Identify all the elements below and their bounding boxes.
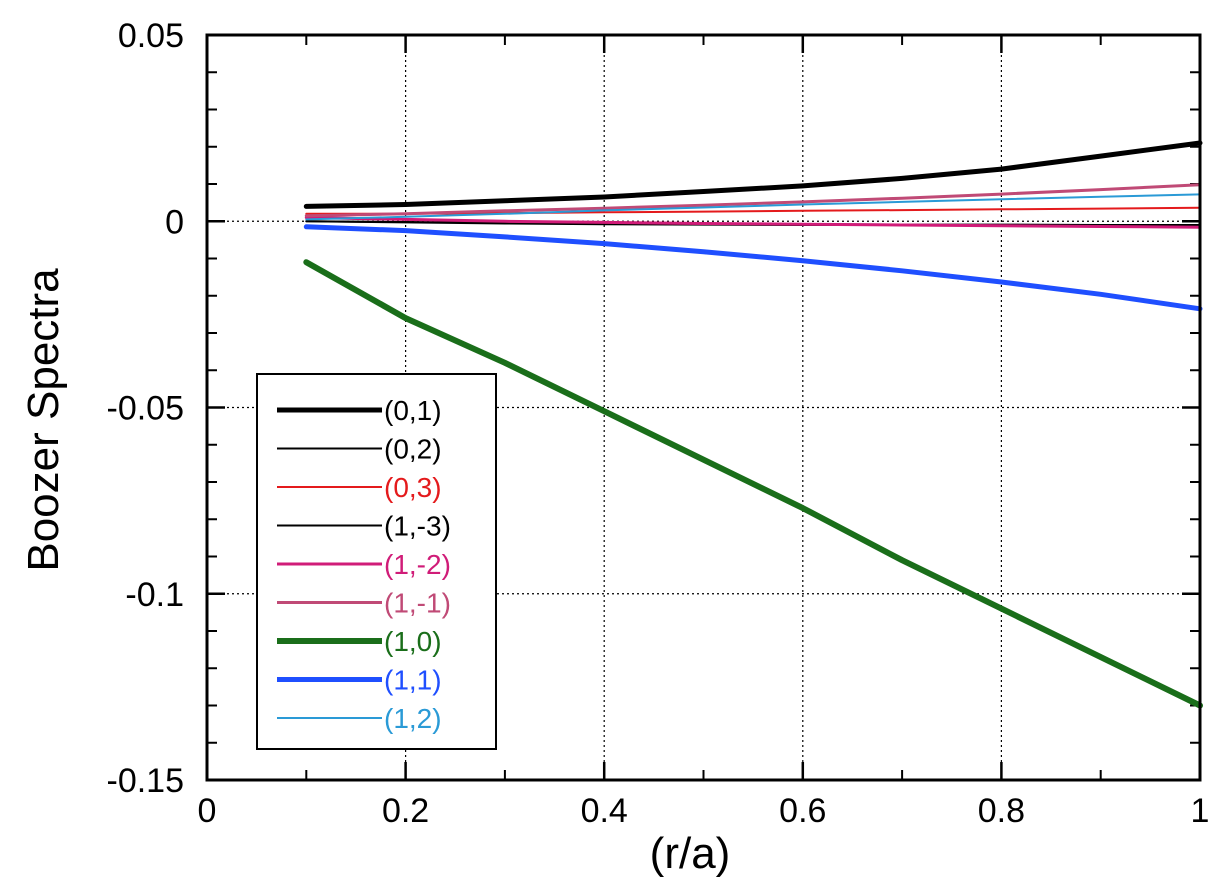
y-tick-labels: -0.15 -0.1 -0.05 0 0.05: [107, 17, 185, 800]
x-tick-label: 0.8: [978, 792, 1025, 830]
series-line-_1_2_: [305, 193, 1201, 221]
series-line-_1_0_: [303, 259, 1203, 709]
y-tick-label: 0: [165, 203, 184, 241]
legend-label: (0,1): [384, 395, 442, 426]
x-tick-labels: 0 0.2 0.4 0.6 0.8 1: [198, 792, 1210, 830]
y-tick-label: -0.1: [125, 576, 184, 614]
x-axis-title: (r/a): [650, 829, 731, 878]
y-tick-label: -0.05: [107, 390, 185, 428]
x-tick-label: 1: [1191, 792, 1210, 830]
legend-label: (1,0): [384, 626, 442, 657]
y-axis-title: Boozer Spectra: [19, 268, 68, 572]
series-line-_1_-2_: [304, 216, 1202, 229]
series-line-_1_-1_: [304, 183, 1202, 218]
legend-label: (1,1): [384, 665, 442, 696]
legend-label: (1,2): [384, 703, 442, 734]
legend: (0,1) (0,2) (0,3) (1,-3) (1,-2) (1,-1) (1,0) (1…: [256, 373, 497, 750]
x-tick-label: 0.6: [779, 792, 826, 830]
legend-box: [256, 373, 497, 750]
x-tick-label: 0: [198, 792, 217, 830]
series-line-_0_1_: [303, 140, 1203, 209]
legend-label: (1,-3): [384, 511, 451, 542]
series-lines: [303, 140, 1203, 709]
legend-label: (0,2): [384, 434, 442, 465]
legend-label: (1,-2): [384, 549, 451, 580]
y-tick-label: -0.15: [107, 762, 185, 800]
series-line-_1_1_: [303, 224, 1203, 312]
legend-label: (0,3): [384, 472, 442, 503]
x-tick-label: 0.4: [581, 792, 628, 830]
legend-items: (0,1) (0,2) (0,3) (1,-3) (1,-2) (1,-1) (1,0) (1…: [277, 395, 451, 734]
plot-frame: [205, 33, 1202, 782]
y-tick-label: 0.05: [118, 17, 184, 55]
x-tick-label: 0.2: [382, 792, 429, 830]
legend-label: (1,-1): [384, 588, 451, 619]
